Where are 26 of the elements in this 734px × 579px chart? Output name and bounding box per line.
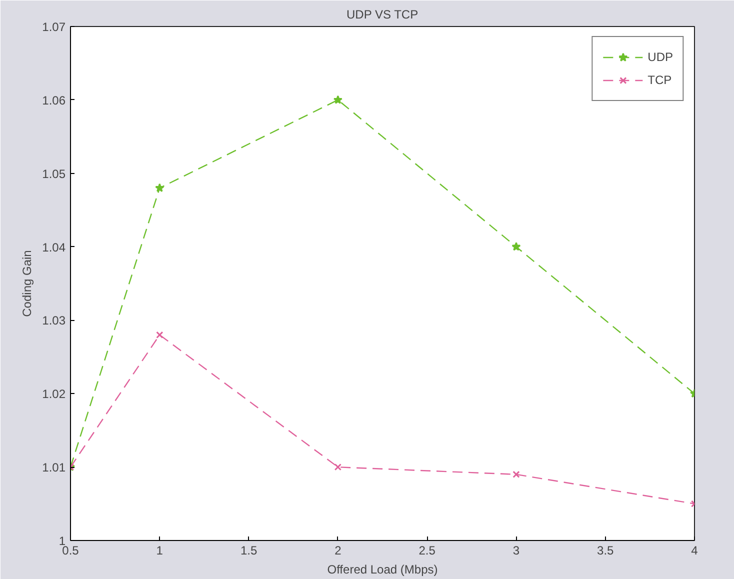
point [156, 331, 164, 338]
x-tick-label: 1.5 [240, 544, 258, 558]
point [333, 95, 342, 104]
legend-label: TCP [648, 73, 672, 87]
y-tick-label: 1.04 [42, 240, 66, 254]
y-tick-label: 1.01 [42, 460, 66, 475]
point [334, 463, 342, 471]
point [512, 242, 521, 251]
x-tick-label: 3.5 [597, 544, 614, 558]
point [155, 183, 164, 192]
y-tick-label: 1.06 [42, 93, 66, 108]
x-tick-label: 2.5 [418, 544, 436, 558]
x-tick-label: 3 [512, 544, 520, 558]
y-tick-label: 1.03 [42, 314, 66, 328]
x-tick-label: 2 [334, 544, 342, 558]
x-tick-label: 0.5 [62, 544, 80, 558]
legend-label: UDP [648, 50, 673, 64]
x-tick-label: 1 [156, 544, 164, 558]
x-axis-title: Offered Load (Mbps) [327, 562, 438, 576]
chart-title: UDP VS TCP [346, 8, 418, 22]
y-axis-title: Coding Gain [20, 250, 34, 317]
y-tick-label: 1.02 [42, 387, 66, 402]
y-tick-label: 1.07 [42, 20, 66, 34]
point [512, 470, 520, 478]
y-tick-label: 1.05 [42, 166, 66, 181]
x-tick-label: 4 [691, 544, 698, 558]
